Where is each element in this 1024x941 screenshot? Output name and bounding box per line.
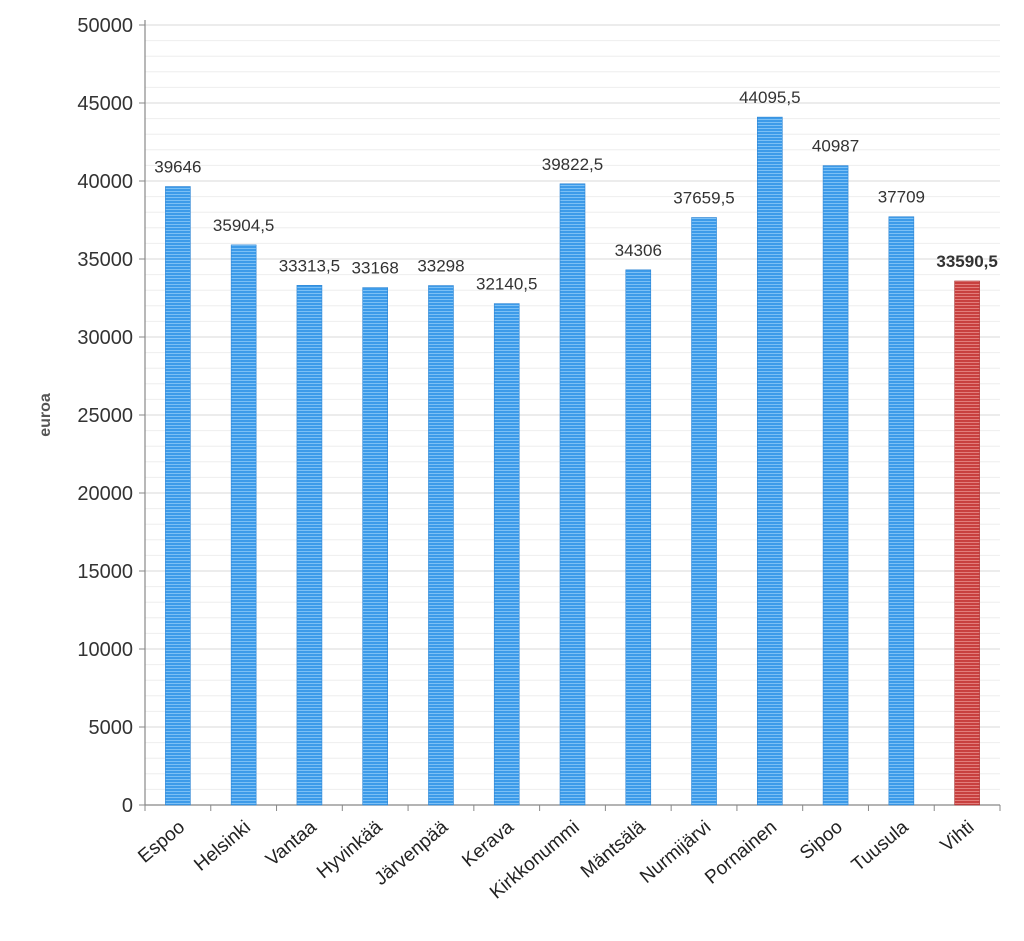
data-label: 33590,5 [936, 252, 997, 271]
bar-vantaa [296, 285, 323, 806]
y-tick-label: 25000 [77, 405, 133, 427]
y-tick-label: 10000 [77, 639, 133, 661]
bar-hyvinkää [362, 287, 388, 806]
y-tick-label: 20000 [77, 483, 133, 505]
bar-pornainen [757, 116, 783, 806]
y-tick-label: 40000 [77, 171, 133, 193]
data-label: 39822,5 [542, 155, 603, 174]
x-tick-label: Pornainen [701, 817, 781, 889]
data-label: 35904,5 [213, 216, 274, 235]
y-tick-label: 5000 [89, 717, 134, 739]
data-label: 40987 [812, 137, 859, 156]
bar-kirkkonummi [559, 183, 586, 806]
y-axis-label: euroa [37, 393, 54, 437]
x-tick-label: Tuusula [848, 816, 913, 875]
data-label: 33298 [417, 257, 464, 276]
y-tick-label: 30000 [77, 327, 133, 349]
y-tick-label: 50000 [77, 15, 133, 37]
bars [165, 116, 980, 806]
x-tick-label: Kerava [458, 816, 518, 871]
x-tick-label: Nurmijärvi [636, 817, 715, 888]
data-label: 33168 [352, 259, 399, 278]
x-tick-label: Sipoo [796, 817, 847, 864]
x-tick-label: Espoo [134, 817, 189, 868]
bar-espoo [165, 186, 191, 806]
bar-nurmijärvi [691, 217, 717, 806]
bar-mäntsälä [625, 269, 652, 806]
data-label: 37659,5 [673, 189, 734, 208]
bar-sipoo [822, 165, 849, 806]
x-tick-label: Helsinki [190, 817, 254, 876]
bar-tuusula [888, 216, 915, 806]
data-label: 44095,5 [739, 88, 800, 107]
y-tick-label: 0 [122, 795, 133, 817]
bar-helsinki [230, 244, 257, 806]
y-tick-label: 15000 [77, 561, 133, 583]
data-label: 34306 [615, 241, 662, 260]
x-tick-label: Vihti [937, 817, 979, 857]
x-tick-label: Vantaa [262, 816, 321, 870]
data-label: 32140,5 [476, 275, 537, 294]
data-label: 37709 [878, 188, 925, 207]
y-tick-label: 45000 [77, 93, 133, 115]
bar-järvenpää [428, 285, 454, 806]
labels: 0 5000 10000 15000 20000 25000 30000 35000 40000… [77, 15, 997, 903]
data-label: 33313,5 [279, 256, 340, 275]
data-label: 39646 [154, 158, 201, 177]
x-tick-label: Järvenpää [371, 816, 453, 889]
y-tick-label: 35000 [77, 249, 133, 271]
bar-kerava [493, 303, 520, 806]
bar-vihti [954, 280, 980, 806]
